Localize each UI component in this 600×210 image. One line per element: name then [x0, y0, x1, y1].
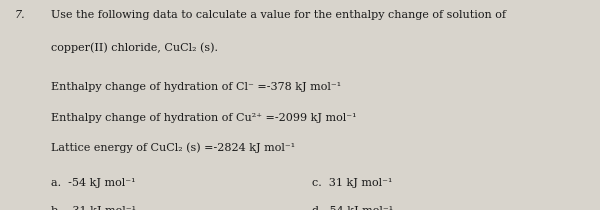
- Text: copper(II) chloride, CuCl₂ (s).: copper(II) chloride, CuCl₂ (s).: [51, 42, 218, 52]
- Text: Lattice energy of CuCl₂ (s) =-2824 kJ mol⁻¹: Lattice energy of CuCl₂ (s) =-2824 kJ mo…: [51, 143, 295, 153]
- Text: b.  -31 kJ mol⁻¹: b. -31 kJ mol⁻¹: [51, 206, 136, 210]
- Text: a.  -54 kJ mol⁻¹: a. -54 kJ mol⁻¹: [51, 178, 136, 189]
- Text: d.  54 kJ mol⁻¹: d. 54 kJ mol⁻¹: [312, 206, 393, 210]
- Text: Enthalpy change of hydration of Cl⁻ =-378 kJ mol⁻¹: Enthalpy change of hydration of Cl⁻ =-37…: [51, 82, 341, 92]
- Text: 7.: 7.: [15, 10, 26, 21]
- Text: Enthalpy change of hydration of Cu²⁺ =-2099 kJ mol⁻¹: Enthalpy change of hydration of Cu²⁺ =-2…: [51, 113, 356, 123]
- Text: Use the following data to calculate a value for the enthalpy change of solution : Use the following data to calculate a va…: [51, 10, 506, 21]
- Text: c.  31 kJ mol⁻¹: c. 31 kJ mol⁻¹: [312, 178, 392, 189]
